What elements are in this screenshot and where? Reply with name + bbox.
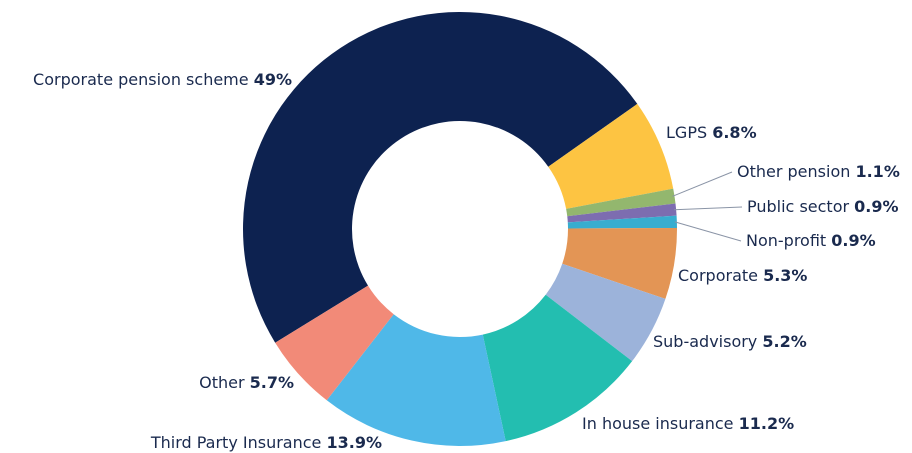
slice	[567, 215, 677, 229]
slice-name: Corporate	[678, 266, 758, 285]
slice-name: Other pension	[737, 162, 850, 181]
slice	[566, 188, 676, 217]
slice	[275, 285, 394, 401]
slice-value: 6.8%	[712, 123, 756, 142]
leader-line	[674, 221, 742, 242]
slice-name: Public sector	[747, 197, 849, 216]
leader-line	[674, 206, 743, 211]
slice-value: 13.9%	[326, 433, 382, 452]
slice-label: Other pension 1.1%	[737, 162, 900, 181]
slice-name: Corporate pension scheme	[33, 70, 249, 89]
slice-name: LGPS	[666, 123, 707, 142]
slice-value: 0.9%	[831, 231, 875, 250]
slice	[562, 227, 677, 299]
slice-label: Sub-advisory 5.2%	[653, 332, 807, 351]
slice-label: LGPS 6.8%	[666, 123, 757, 142]
slice	[243, 12, 638, 343]
slice-value: 11.2%	[739, 414, 795, 433]
slice-value: 0.9%	[854, 197, 898, 216]
slice-name: Third Party Insurance	[150, 433, 322, 452]
slice	[545, 263, 666, 362]
slice-label: Public sector 0.9%	[747, 197, 899, 216]
slice-label: Non-profit 0.9%	[746, 231, 876, 250]
slice-name: Sub-advisory	[653, 332, 757, 351]
slice-value: 5.3%	[763, 266, 807, 285]
slice-name: Non-profit	[746, 231, 826, 250]
leader-line	[672, 171, 733, 197]
slice	[482, 294, 633, 442]
slice-value: 5.2%	[762, 332, 806, 351]
slice	[326, 314, 506, 446]
slice-label: Corporate pension scheme 49%	[33, 70, 292, 89]
slice-value: 49%	[254, 70, 292, 89]
slice-value: 5.7%	[250, 373, 294, 392]
slice-label: Corporate 5.3%	[678, 266, 807, 285]
slice-label: In house insurance 11.2%	[582, 414, 794, 433]
slice-name: Other	[199, 373, 245, 392]
slice	[548, 103, 674, 209]
slice	[567, 203, 677, 223]
slice-label: Third Party Insurance 13.9%	[150, 433, 382, 452]
slice-value: 1.1%	[855, 162, 899, 181]
slice-name: In house insurance	[582, 414, 734, 433]
slice-label: Other 5.7%	[199, 373, 294, 392]
